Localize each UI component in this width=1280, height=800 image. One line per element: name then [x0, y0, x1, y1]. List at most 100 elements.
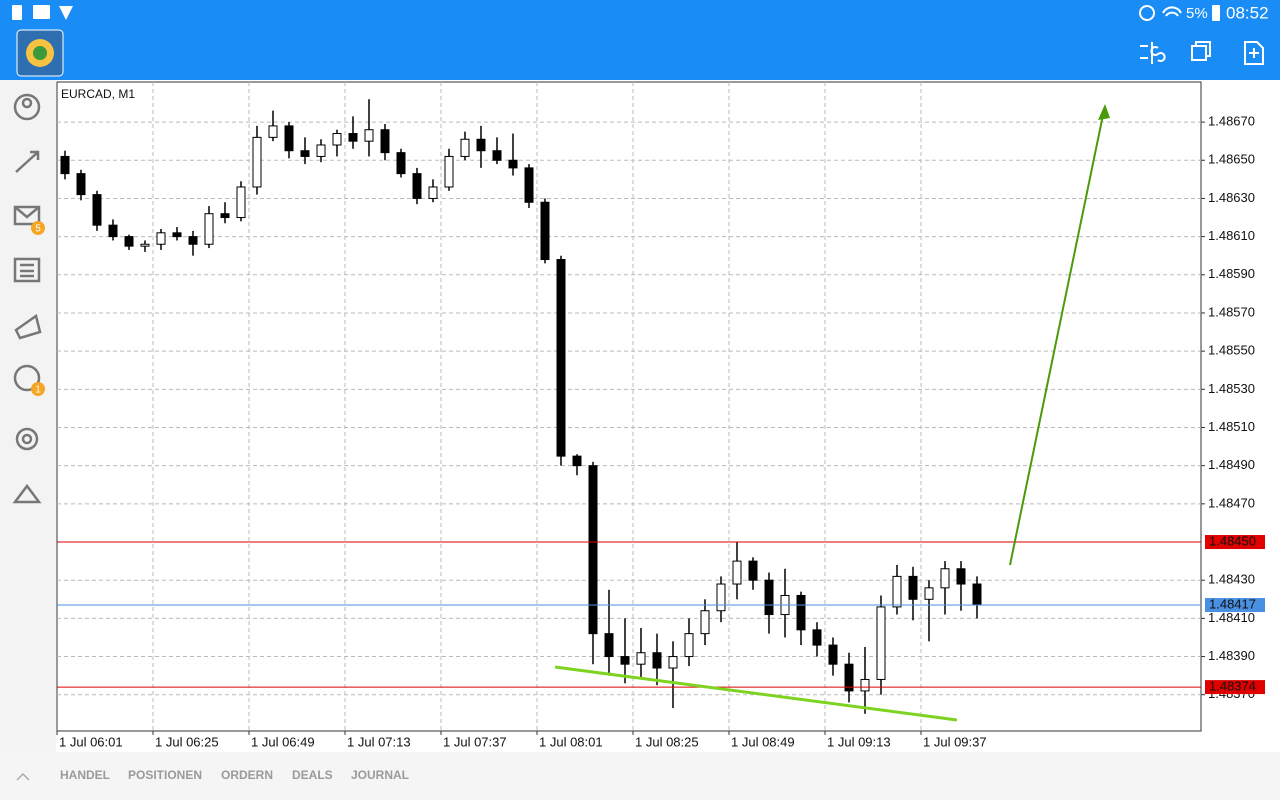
candle-body	[956, 568, 966, 585]
y-tick-label: 1.48630	[1208, 190, 1255, 205]
candle-body	[412, 173, 422, 199]
candle-body	[188, 236, 198, 245]
y-tick-label: 1.48470	[1208, 495, 1255, 510]
badge	[31, 382, 45, 396]
candle-body	[940, 568, 950, 589]
candle-body	[476, 138, 486, 152]
candle-body	[812, 629, 822, 646]
candle-body	[620, 656, 630, 665]
candle-body	[716, 583, 726, 612]
candle-body	[460, 138, 470, 157]
candle-body	[252, 136, 262, 188]
candle-body	[556, 259, 566, 457]
candle-body	[860, 678, 870, 692]
candle-body	[908, 575, 918, 600]
candle-body	[700, 610, 710, 635]
y-tick-label: 1.48530	[1208, 381, 1255, 396]
x-tick-label: 1 Jul 06:01	[59, 734, 123, 749]
y-tick-label: 1.48490	[1208, 457, 1255, 472]
candle-body	[668, 656, 678, 669]
candle-body	[508, 159, 518, 169]
candle-body	[220, 213, 230, 219]
candle-body	[284, 125, 294, 152]
y-tick-label: 1.48570	[1208, 304, 1255, 319]
price-level-tag	[1205, 598, 1265, 613]
candle-body	[444, 155, 454, 188]
price-level-tag	[1205, 535, 1265, 550]
x-tick-label: 1 Jul 09:37	[923, 734, 987, 749]
sidebar-icons[interactable]	[12, 93, 42, 504]
y-tick-label: 1.48410	[1208, 610, 1255, 625]
arrow-line[interactable]	[1009, 114, 1104, 566]
tab-bar	[0, 752, 1280, 800]
tab[interactable]: ORDERN	[221, 768, 273, 782]
price-level-label: 1.48450	[1209, 533, 1256, 548]
y-tick-label: 1.48430	[1208, 572, 1255, 587]
candle-body	[492, 150, 502, 161]
price-level-label: 1.48374	[1209, 679, 1256, 694]
candle-body	[684, 633, 694, 658]
candle-body	[428, 186, 438, 199]
x-tick-label: 1 Jul 06:49	[251, 734, 315, 749]
x-tick-label: 1 Jul 09:13	[827, 734, 891, 749]
candle-body	[924, 587, 934, 600]
trend-line[interactable]	[554, 665, 958, 722]
y-tick-label: 1.48670	[1208, 114, 1255, 129]
candle-body	[540, 201, 550, 261]
candle-body	[300, 150, 310, 157]
price-level-label: 1.48417	[1209, 596, 1256, 611]
x-tick-label: 1 Jul 06:25	[155, 734, 219, 749]
candle-body	[588, 465, 598, 635]
candle-body	[92, 194, 102, 226]
status-icons	[12, 5, 1220, 21]
candle-body	[604, 633, 614, 658]
candle-body	[268, 125, 278, 138]
candle-body	[796, 594, 806, 631]
y-tick-label: 1.48550	[1208, 343, 1255, 358]
battery-level: 5%	[1186, 5, 1208, 22]
candle-body	[972, 583, 982, 606]
candle-body	[396, 152, 406, 175]
candle-body	[76, 173, 86, 196]
candle-body	[316, 144, 326, 157]
candle-body	[380, 129, 390, 154]
candle-body	[748, 560, 758, 581]
candle-body	[364, 129, 374, 142]
chat-badge: 1	[35, 385, 41, 396]
y-tick-label: 1.48650	[1208, 152, 1255, 167]
candle-body	[332, 133, 342, 146]
candle-body	[652, 652, 662, 669]
candle-body	[236, 186, 246, 219]
app-bar	[0, 0, 1280, 80]
tabs: HANDEL POSITIONEN ORDERN DEALS JOURNAL	[60, 768, 409, 782]
y-tick-label: 1.48390	[1208, 648, 1255, 663]
clock: 08:52	[1226, 3, 1269, 22]
mail-badge: 5	[35, 224, 41, 235]
price-level-tag	[1205, 680, 1265, 695]
x-tick-label: 1 Jul 07:37	[443, 734, 507, 749]
tab[interactable]: POSITIONEN	[128, 768, 202, 782]
candle-body	[124, 236, 134, 247]
chart-area[interactable]	[56, 81, 1202, 732]
app-logo[interactable]	[16, 29, 64, 77]
candle-body	[348, 133, 358, 142]
x-tick-label: 1 Jul 08:25	[635, 734, 699, 749]
sidebar	[0, 80, 56, 752]
tab[interactable]: JOURNAL	[351, 768, 409, 782]
candle-body	[156, 232, 166, 245]
chart: 1.48670 1.48650 1.48630 1.48610 1.48590 1.485…	[56, 82, 1265, 749]
x-tick-label: 1 Jul 07:13	[347, 734, 411, 749]
candle-body	[764, 579, 774, 616]
badge	[31, 221, 45, 235]
candle-body	[172, 232, 182, 238]
toolbar-icons[interactable]	[1140, 41, 1264, 65]
tab[interactable]: HANDEL	[60, 768, 110, 782]
y-tick-label: 1.48590	[1208, 266, 1255, 281]
candle-body	[140, 243, 150, 247]
tab[interactable]: DEALS	[292, 768, 333, 782]
candle-body	[876, 606, 886, 680]
expand-button[interactable]	[16, 772, 30, 781]
